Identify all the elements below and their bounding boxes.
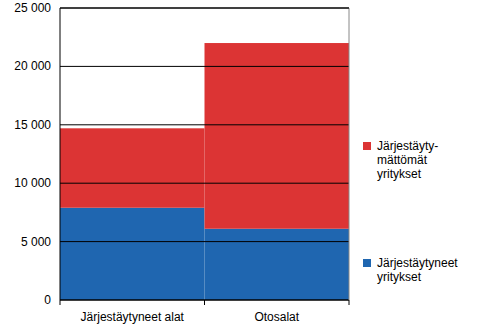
- bars: [60, 43, 349, 300]
- legend-line: Järjestäyty-: [377, 139, 438, 153]
- grid-line: [60, 241, 349, 242]
- grid-line: [60, 124, 349, 125]
- chart: 0 5 000 10 000 15 000 20 000 25 000 Järjestäyt…: [0, 0, 487, 327]
- legend-swatch: [363, 142, 371, 150]
- legend-label: Järjestäyty-mättömätyritykset: [377, 139, 438, 181]
- grid-line: [60, 8, 349, 9]
- frame-right: [349, 8, 350, 300]
- y-tick-label: 0: [44, 293, 51, 307]
- y-tick-label: 25 000: [14, 1, 51, 15]
- y-tick-label: 15 000: [14, 118, 51, 132]
- bar: [60, 128, 205, 207]
- x-tick-label: Järjestäytyneet alat: [81, 310, 185, 324]
- y-tick-label: 20 000: [14, 59, 51, 73]
- y-tick-label: 10 000: [14, 176, 51, 190]
- legend-line: mättömät: [377, 153, 428, 167]
- y-tick-label: 5 000: [21, 235, 51, 249]
- bar: [205, 43, 350, 229]
- y-axis: [60, 8, 61, 300]
- grid-line: [60, 183, 349, 184]
- x-tick: [60, 300, 61, 305]
- bar: [60, 208, 205, 300]
- x-tick-label: Otosalat: [254, 310, 299, 324]
- grid-line: [60, 66, 349, 67]
- frame-top: [60, 8, 349, 9]
- legend-line: yritykset: [377, 167, 422, 181]
- legend-label: Järjestäytyneetyritykset: [377, 256, 458, 284]
- legend-swatch: [363, 259, 371, 267]
- x-tick: [349, 300, 350, 305]
- legend-line: yritykset: [377, 270, 422, 284]
- x-tick: [204, 300, 205, 305]
- bar: [205, 229, 350, 300]
- legend-line: Järjestäytyneet: [377, 256, 458, 270]
